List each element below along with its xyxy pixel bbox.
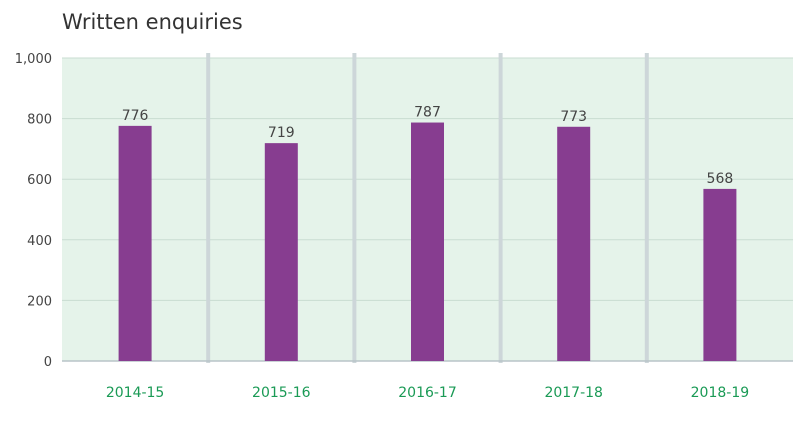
chart-title: Written enquiries — [62, 10, 243, 34]
y-tick-label: 1,000 — [15, 52, 52, 67]
data-label: 787 — [414, 105, 441, 121]
x-category-label: 2014-15 — [106, 385, 165, 401]
x-category-label: 2016-17 — [398, 385, 457, 401]
data-label: 773 — [560, 109, 587, 125]
data-label: 568 — [707, 171, 734, 187]
x-category-label: 2015-16 — [252, 385, 311, 401]
bar — [411, 122, 444, 361]
data-label: 776 — [122, 108, 149, 124]
y-tick-label: 200 — [27, 294, 52, 309]
bar — [264, 143, 298, 361]
x-category-label: 2018-19 — [691, 385, 750, 401]
y-tick-label: 0 — [44, 355, 52, 370]
x-category-label: 2017-18 — [544, 385, 603, 401]
data-label: 719 — [268, 125, 295, 141]
y-tick-label: 600 — [27, 173, 52, 188]
y-tick-label: 800 — [27, 113, 52, 128]
bar — [118, 125, 152, 361]
y-tick-label: 400 — [27, 234, 52, 249]
bar — [703, 188, 737, 361]
bar — [557, 126, 591, 361]
